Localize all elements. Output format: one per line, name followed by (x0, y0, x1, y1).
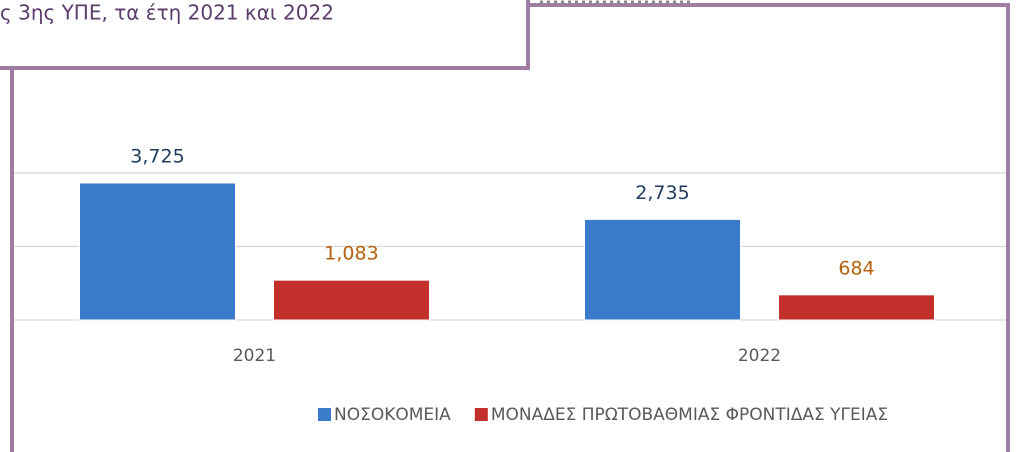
data-label: 2,735 (635, 182, 689, 204)
bar (778, 294, 935, 321)
title-box (0, 0, 530, 70)
legend-swatch (318, 408, 331, 421)
legend-label: ΜΟΝΑΔΕΣ ΠΡΩΤΟΒΑΘΜΙΑΣ ΦΡΟΝΤΙΔΑΣ ΥΓΕΙΑΣ (491, 405, 888, 425)
chart-title: ς 3ης ΥΠΕ, τα έτη 2021 και 2022 (0, 1, 334, 25)
data-label: 684 (838, 257, 874, 279)
x-tick-label: 2021 (233, 346, 276, 366)
data-label: 1,083 (324, 243, 378, 265)
bar (584, 218, 741, 321)
data-label: 3,725 (130, 145, 184, 167)
bar (273, 279, 430, 321)
legend-label: ΝΟΣΟΚΟΜΕΙΑ (334, 405, 451, 425)
plot-area: 2021 3,725 1,083 2022 2,735 684 ΝΟΣΟΚΟΜΕΙΑ ΜΟΝΑ… (14, 145, 1006, 425)
x-tick-label: 2022 (738, 346, 781, 366)
legend-swatch (474, 408, 488, 421)
bar (79, 182, 236, 321)
